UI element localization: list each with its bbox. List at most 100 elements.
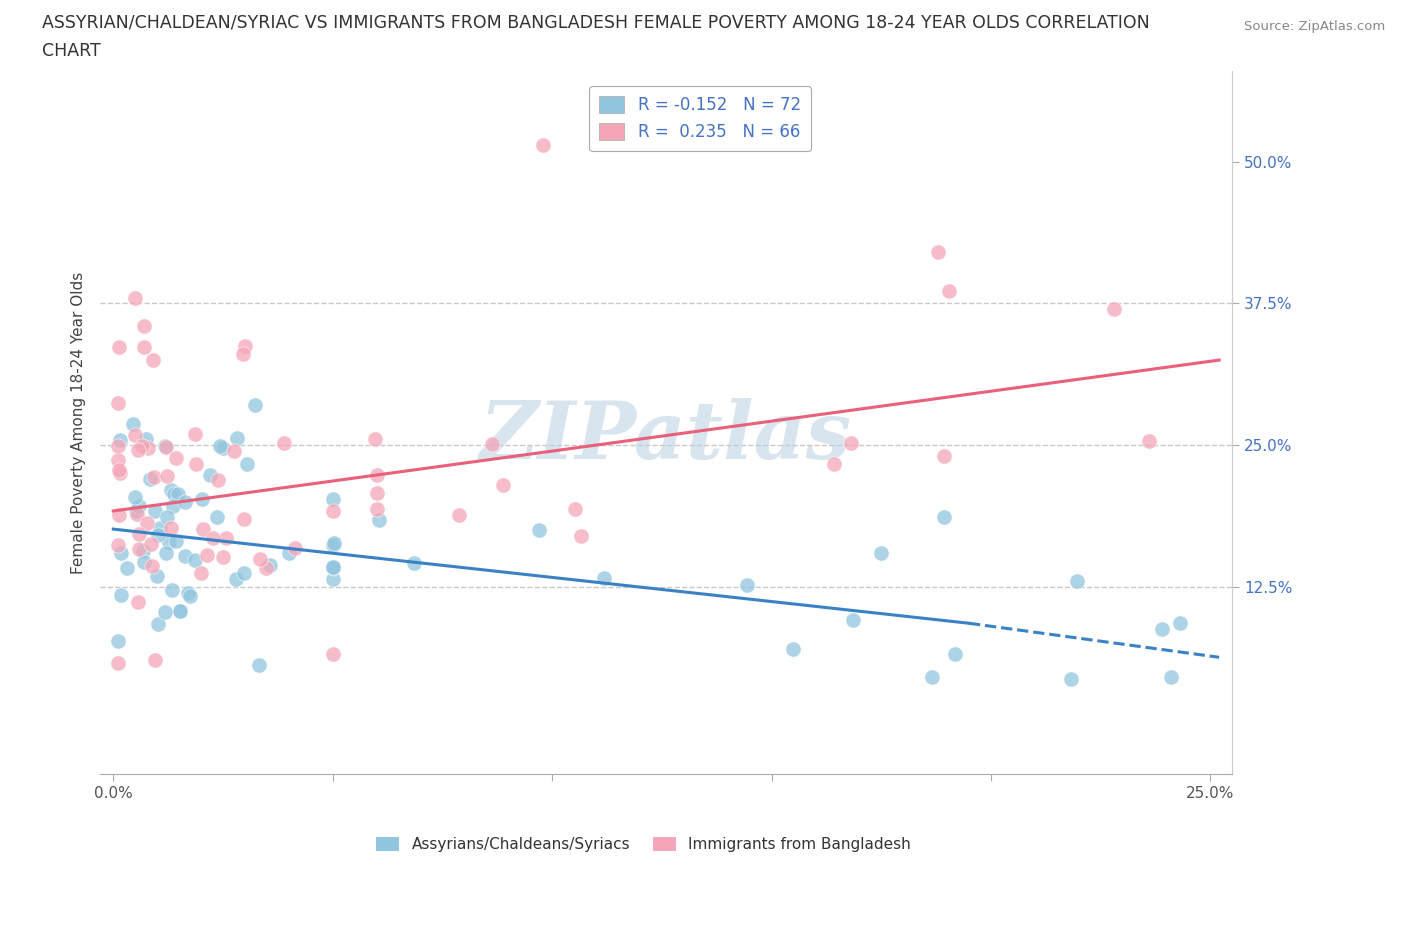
Point — [136, 441, 159, 456]
Point — [323, 536, 346, 551]
Point — [842, 613, 865, 628]
Point — [322, 571, 344, 586]
Point — [735, 578, 758, 592]
Point — [202, 530, 225, 545]
Point — [839, 435, 862, 450]
Point — [211, 550, 233, 565]
Point — [107, 656, 129, 671]
Point — [183, 426, 205, 441]
Point — [128, 541, 150, 556]
Point — [107, 452, 129, 467]
Point — [195, 548, 218, 563]
Point — [932, 510, 955, 525]
Point — [167, 487, 190, 502]
Point — [366, 485, 388, 500]
Point — [870, 546, 893, 561]
Point — [249, 551, 271, 566]
Point — [208, 439, 231, 454]
Point — [927, 245, 949, 259]
Point — [165, 450, 187, 465]
Point — [149, 520, 172, 535]
Point — [169, 603, 191, 618]
Point — [564, 501, 586, 516]
Point — [592, 571, 614, 586]
Point — [110, 588, 132, 603]
Point — [363, 432, 385, 446]
Point — [139, 537, 162, 551]
Point — [132, 544, 155, 559]
Point — [134, 554, 156, 569]
Point — [136, 515, 159, 530]
Point — [225, 571, 247, 586]
Point — [142, 352, 165, 367]
Point — [179, 588, 201, 603]
Point — [322, 559, 344, 574]
Point — [169, 604, 191, 618]
Point — [156, 510, 179, 525]
Point — [782, 641, 804, 656]
Point — [148, 527, 170, 542]
Point — [531, 137, 554, 152]
Point — [322, 647, 344, 662]
Point — [159, 521, 181, 536]
Point — [214, 530, 236, 545]
Point — [200, 467, 222, 482]
Point — [278, 546, 301, 561]
Point — [163, 487, 186, 502]
Point — [322, 561, 344, 576]
Point — [569, 528, 592, 543]
Point — [124, 490, 146, 505]
Point — [254, 561, 277, 576]
Point — [190, 565, 212, 580]
Point — [259, 558, 281, 573]
Point — [1137, 434, 1160, 449]
Point — [132, 319, 155, 334]
Point — [184, 457, 207, 472]
Point — [108, 432, 131, 447]
Point — [233, 512, 256, 527]
Point — [226, 430, 249, 445]
Text: Source: ZipAtlas.com: Source: ZipAtlas.com — [1244, 20, 1385, 33]
Point — [233, 339, 256, 353]
Point — [273, 435, 295, 450]
Point — [232, 347, 254, 362]
Point — [107, 508, 129, 523]
Point — [165, 534, 187, 549]
Point — [108, 466, 131, 481]
Point — [932, 449, 955, 464]
Point — [322, 560, 344, 575]
Point — [121, 417, 143, 432]
Point — [402, 555, 425, 570]
Point — [205, 510, 228, 525]
Point — [366, 468, 388, 483]
Point — [184, 552, 207, 567]
Point — [481, 437, 503, 452]
Point — [943, 646, 966, 661]
Point — [232, 565, 254, 580]
Point — [135, 432, 157, 446]
Point — [322, 491, 344, 506]
Point — [146, 617, 169, 631]
Point — [162, 498, 184, 513]
Point — [191, 491, 214, 506]
Point — [322, 538, 344, 552]
Point — [128, 527, 150, 542]
Point — [153, 439, 176, 454]
Point — [124, 427, 146, 442]
Point — [157, 535, 180, 550]
Point — [1060, 671, 1083, 686]
Point — [138, 472, 160, 486]
Point — [212, 441, 235, 456]
Point — [160, 582, 183, 597]
Point — [207, 472, 229, 487]
Point — [108, 339, 131, 354]
Point — [1168, 616, 1191, 631]
Point — [492, 478, 515, 493]
Point — [236, 457, 259, 472]
Point — [124, 290, 146, 305]
Point — [127, 443, 149, 458]
Text: ZIPatlas: ZIPatlas — [479, 398, 852, 475]
Point — [447, 508, 470, 523]
Point — [127, 594, 149, 609]
Point — [107, 395, 129, 410]
